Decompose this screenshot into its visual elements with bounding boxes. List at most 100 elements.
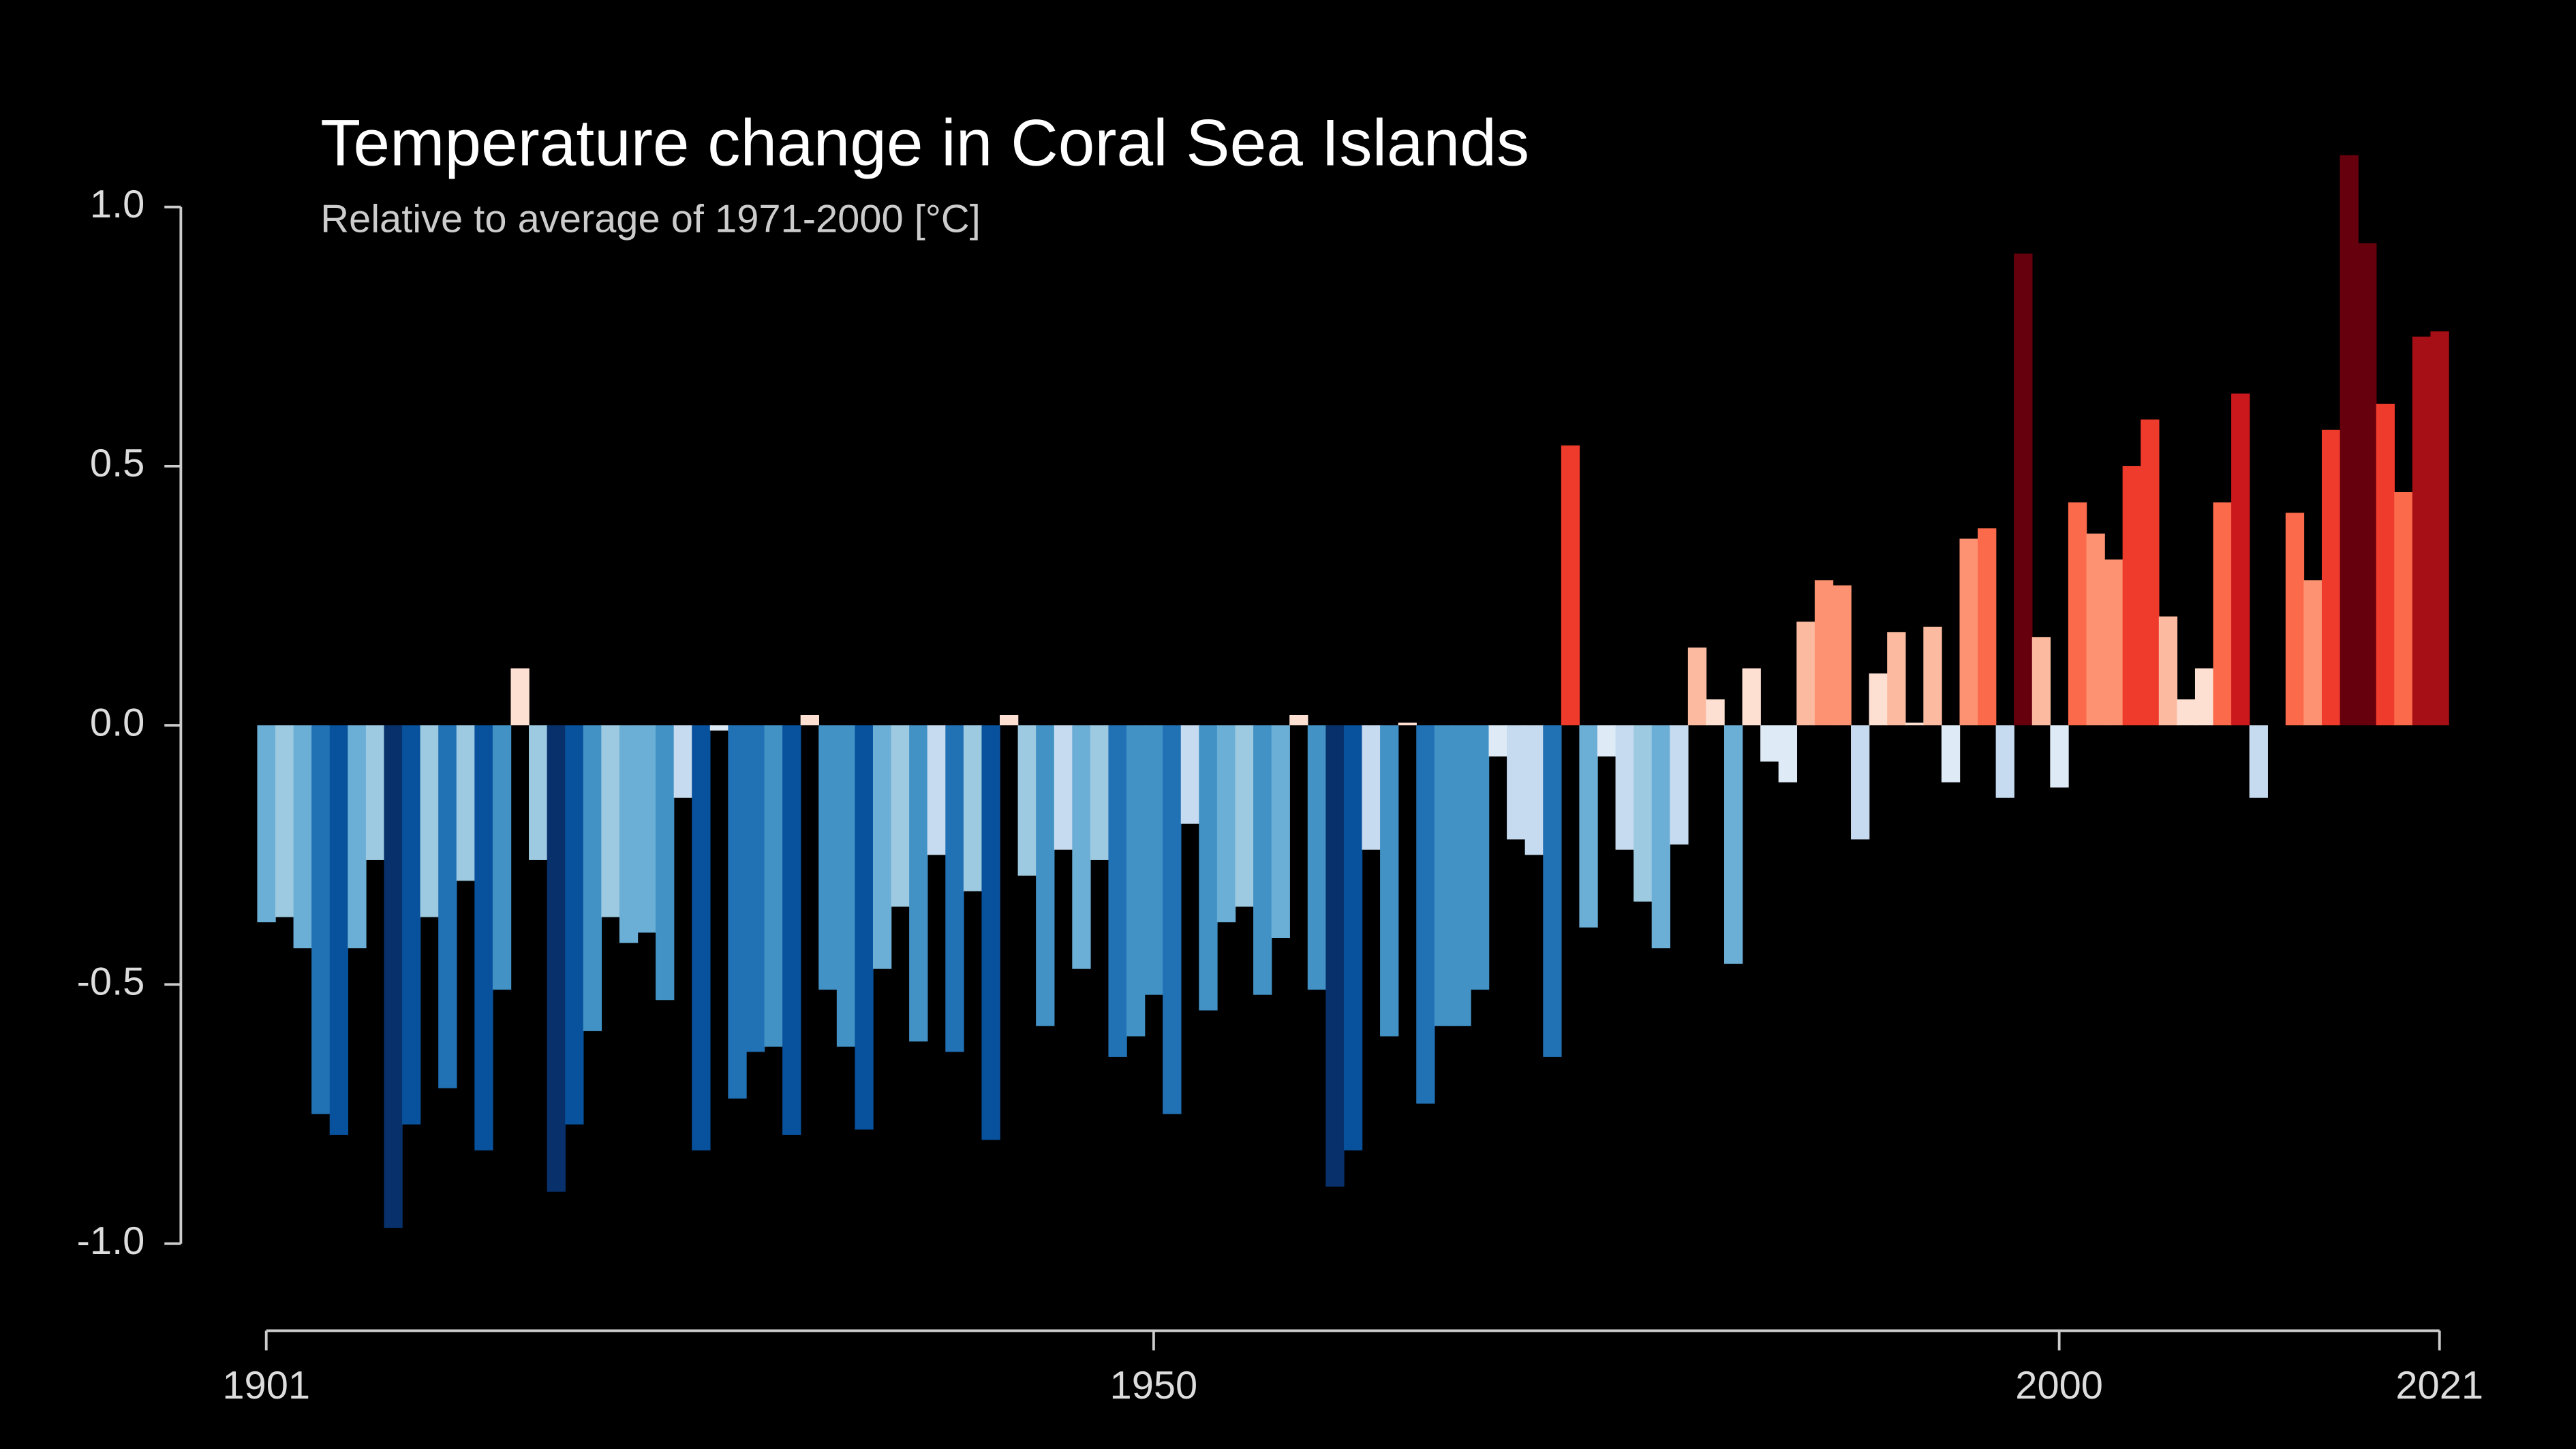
bar <box>818 725 838 990</box>
bar <box>1887 632 1906 726</box>
bar <box>2068 502 2087 726</box>
bar <box>1343 725 1363 1150</box>
bar <box>692 725 711 1150</box>
bar <box>1488 725 1507 757</box>
bar <box>909 725 928 1042</box>
bar <box>1054 725 1073 850</box>
bar <box>2340 155 2359 726</box>
bar <box>1452 725 1471 1026</box>
bar <box>2194 668 2214 726</box>
bar <box>673 725 692 798</box>
bar <box>1723 725 1743 964</box>
bar <box>2177 699 2196 726</box>
bar <box>510 668 530 726</box>
bar <box>981 725 1000 1140</box>
x-tick-label: 1950 <box>1110 1364 1198 1407</box>
bar <box>1126 725 1146 1037</box>
bar <box>2249 725 2268 798</box>
bar <box>782 725 801 1135</box>
bar <box>1905 722 1925 726</box>
bar <box>492 725 512 990</box>
bar <box>1579 725 1598 928</box>
bar <box>855 725 874 1130</box>
bar <box>1959 538 1978 726</box>
bar <box>311 725 331 1114</box>
bar <box>384 725 403 1228</box>
bar <box>1597 725 1616 757</box>
bar <box>1271 725 1290 939</box>
bar <box>2376 403 2395 726</box>
bar <box>709 725 729 731</box>
bar <box>1253 725 1272 995</box>
bar <box>1833 585 1852 726</box>
bar <box>565 725 584 1125</box>
bar <box>2104 559 2123 726</box>
x-tick-label: 1901 <box>222 1364 310 1407</box>
bar <box>438 725 457 1088</box>
bar <box>999 714 1019 726</box>
bar <box>1706 699 1725 726</box>
bar <box>275 725 294 917</box>
bar <box>529 725 548 860</box>
x-tick-label: 2021 <box>2395 1364 2483 1407</box>
chart-subtitle: Relative to average of 1971-2000 [°C] <box>320 198 981 241</box>
bar <box>329 725 349 1135</box>
bar <box>1036 725 1055 1026</box>
bar <box>891 725 910 907</box>
bar <box>1796 622 1815 726</box>
bar <box>1742 668 1761 726</box>
bar <box>474 725 493 1150</box>
bar <box>619 725 639 943</box>
y-tick-label: 1.0 <box>90 183 144 226</box>
bar <box>2303 580 2322 726</box>
bar <box>2213 502 2232 726</box>
bar <box>1072 725 1091 969</box>
bar <box>1760 725 1779 762</box>
bar <box>728 725 747 1099</box>
bar <box>2285 513 2305 726</box>
bar <box>1507 725 1526 840</box>
bar <box>1543 725 1562 1057</box>
bar <box>637 725 656 933</box>
bar <box>1615 725 1634 850</box>
bar <box>293 725 312 949</box>
bar <box>1144 725 1163 995</box>
bar <box>836 725 856 1047</box>
bar <box>1398 722 1417 726</box>
bar <box>872 725 892 969</box>
x-tick-label: 2000 <box>2015 1364 2103 1407</box>
bar <box>1017 725 1037 876</box>
bar <box>1180 725 1200 824</box>
bar <box>2158 616 2178 726</box>
bar <box>1416 725 1435 1104</box>
bar <box>1380 725 1399 1037</box>
bar <box>1687 647 1707 726</box>
bar <box>1814 580 1834 726</box>
bar <box>456 725 476 881</box>
bar <box>2086 533 2105 726</box>
bar <box>2050 725 2069 788</box>
bar <box>601 725 620 917</box>
bar <box>420 725 439 917</box>
bar <box>2430 331 2449 726</box>
bar <box>963 725 983 891</box>
bar <box>2031 637 2051 726</box>
bar <box>365 725 385 860</box>
bar <box>2141 419 2160 726</box>
bar <box>1851 725 1870 840</box>
bar <box>2321 429 2341 726</box>
bar <box>2122 466 2141 726</box>
bar <box>547 725 566 1192</box>
bar <box>1634 725 1653 902</box>
bar <box>1978 528 1997 726</box>
bar <box>1289 714 1308 726</box>
bar <box>1434 725 1454 1026</box>
y-tick-label: -0.5 <box>77 960 145 1004</box>
bar <box>1524 725 1544 855</box>
y-tick-label: -1.0 <box>77 1219 145 1263</box>
bar <box>1561 445 1580 726</box>
bar <box>1941 725 1961 782</box>
bar <box>2394 491 2413 726</box>
bar <box>1325 725 1345 1187</box>
